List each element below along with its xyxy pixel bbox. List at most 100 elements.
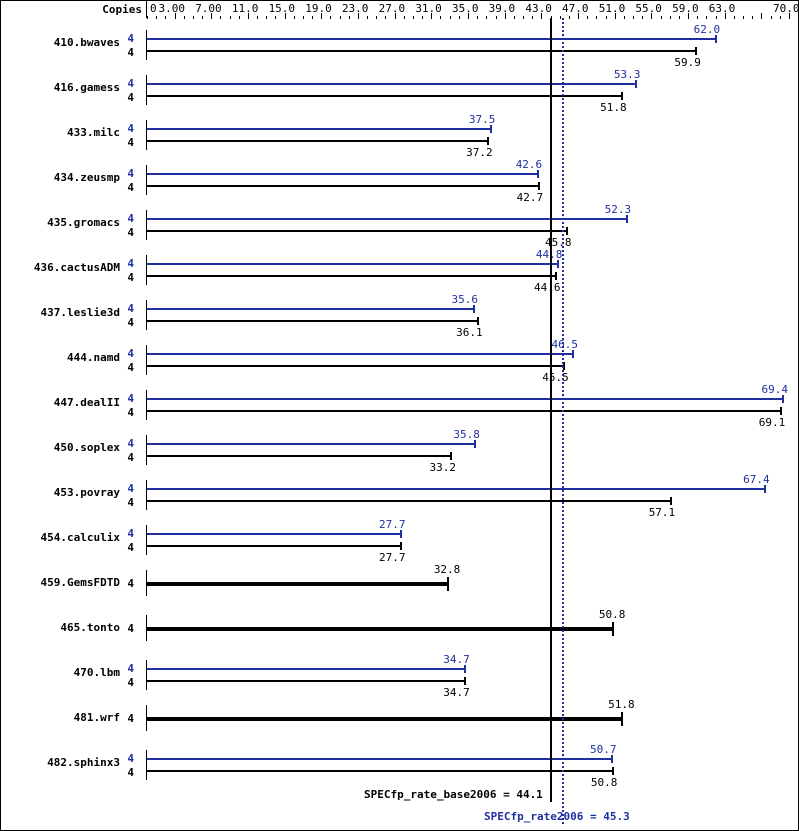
base-copies: 4 xyxy=(127,541,134,554)
peak-bar xyxy=(147,83,636,85)
x-tick-mark xyxy=(505,13,506,19)
x-tick-mark xyxy=(624,16,625,19)
x-tick-mark xyxy=(330,16,331,19)
x-tick-label: 59.0 xyxy=(672,2,699,15)
peak-bar-end xyxy=(764,485,767,493)
row-axis-bracket xyxy=(146,480,147,510)
base-bar xyxy=(147,140,489,142)
row-axis-bracket xyxy=(146,165,147,195)
peak-copies: 4 xyxy=(127,752,134,765)
x-tick-mark xyxy=(468,13,469,19)
base-bar xyxy=(147,455,452,457)
x-tick-mark xyxy=(771,16,772,19)
x-tick-mark xyxy=(642,16,643,19)
base-value: 69.1 xyxy=(758,416,786,429)
x-tick-mark xyxy=(230,16,231,19)
row-axis-bracket xyxy=(146,615,147,641)
peak-value: 27.7 xyxy=(379,518,406,531)
x-tick-label: 23.0 xyxy=(341,2,369,15)
benchmark-label: 482.sphinx3 xyxy=(47,756,120,769)
benchmark-label: 481.wrf xyxy=(73,711,120,724)
x-tick-mark xyxy=(248,13,249,19)
x-tick-mark xyxy=(165,16,166,19)
peak-copies: 4 xyxy=(127,527,134,540)
x-tick-label: 47.0 xyxy=(562,2,589,15)
x-tick-mark xyxy=(413,16,414,19)
x-tick-mark xyxy=(587,16,588,19)
x-tick-mark xyxy=(596,16,597,19)
x-tick-mark xyxy=(147,16,148,19)
x-tick-label: 35.0 xyxy=(452,2,479,15)
base-bar xyxy=(147,50,697,52)
x-tick-mark xyxy=(450,16,451,19)
base-bar xyxy=(147,275,557,277)
x-tick-mark xyxy=(679,16,680,19)
peak-bar xyxy=(147,443,476,445)
x-tick-label: 11.0 xyxy=(231,2,259,15)
x-tick-mark xyxy=(716,16,717,19)
base-bar-end xyxy=(611,622,614,636)
x-tick-label: 19.0 xyxy=(305,2,332,15)
base-bar-end xyxy=(779,407,782,415)
peak-bar-end xyxy=(474,440,477,448)
x-tick-mark xyxy=(202,16,203,19)
base-bar-end xyxy=(487,137,490,145)
base-copies: 4 xyxy=(127,496,134,509)
row-axis-bracket xyxy=(146,435,147,465)
row-axis-bracket xyxy=(146,525,147,555)
peak-bar xyxy=(147,38,716,40)
base-value: 42.7 xyxy=(516,191,544,204)
peak-bar xyxy=(147,533,402,535)
x-tick-mark xyxy=(761,13,762,19)
x-tick-label: 39.0 xyxy=(488,2,516,15)
x-tick-label: 63.0 xyxy=(708,2,736,15)
copies-header: Copies xyxy=(102,3,142,16)
x-tick-label: 0 xyxy=(150,2,157,15)
x-tick-mark xyxy=(340,16,341,19)
peak-copies: 4 xyxy=(127,302,134,315)
base-bar-end xyxy=(563,362,566,370)
base-bar xyxy=(147,410,781,412)
copies-column-divider xyxy=(146,0,147,18)
benchmark-label: 465.tonto xyxy=(60,621,120,634)
x-tick-mark xyxy=(431,13,432,19)
base-bar xyxy=(147,770,613,772)
benchmark-label: 416.gamess xyxy=(53,81,120,94)
peak-bar xyxy=(147,218,627,220)
peak-value: 67.4 xyxy=(743,473,770,486)
row-axis-bracket xyxy=(146,345,147,375)
x-tick-mark xyxy=(541,13,542,19)
benchmark-label: 450.soplex xyxy=(53,441,120,454)
base-bar xyxy=(147,365,565,367)
base-copies: 4 xyxy=(127,712,134,725)
base-value: 36.1 xyxy=(456,326,483,339)
benchmark-label: 433.milc xyxy=(67,126,120,139)
peak-copies: 4 xyxy=(127,122,134,135)
x-tick-mark xyxy=(551,16,552,19)
x-tick-mark xyxy=(780,16,781,19)
x-tick-mark xyxy=(358,13,359,19)
x-tick-mark xyxy=(688,13,689,19)
x-tick-mark xyxy=(477,16,478,19)
x-tick-mark xyxy=(514,16,515,19)
x-tick-mark xyxy=(312,16,313,19)
x-tick-mark xyxy=(367,16,368,19)
x-tick-mark xyxy=(376,16,377,19)
base-bar xyxy=(147,95,623,97)
x-tick-mark xyxy=(569,16,570,19)
peak-bar xyxy=(147,128,491,130)
base-value: 51.8 xyxy=(600,101,627,114)
base-bar-end xyxy=(446,577,449,591)
base-bar xyxy=(147,582,448,586)
base-bar xyxy=(147,320,479,322)
peak-bar-end xyxy=(400,530,403,538)
base-copies: 4 xyxy=(127,451,134,464)
base-bar xyxy=(147,185,539,187)
peak-value: 42.6 xyxy=(515,158,543,171)
peak-value: 34.7 xyxy=(443,653,470,666)
base-value: 45.5 xyxy=(542,371,569,384)
row-axis-bracket xyxy=(146,570,147,596)
base-value: 50.8 xyxy=(598,608,626,621)
x-tick-label: 7.00 xyxy=(195,2,222,15)
